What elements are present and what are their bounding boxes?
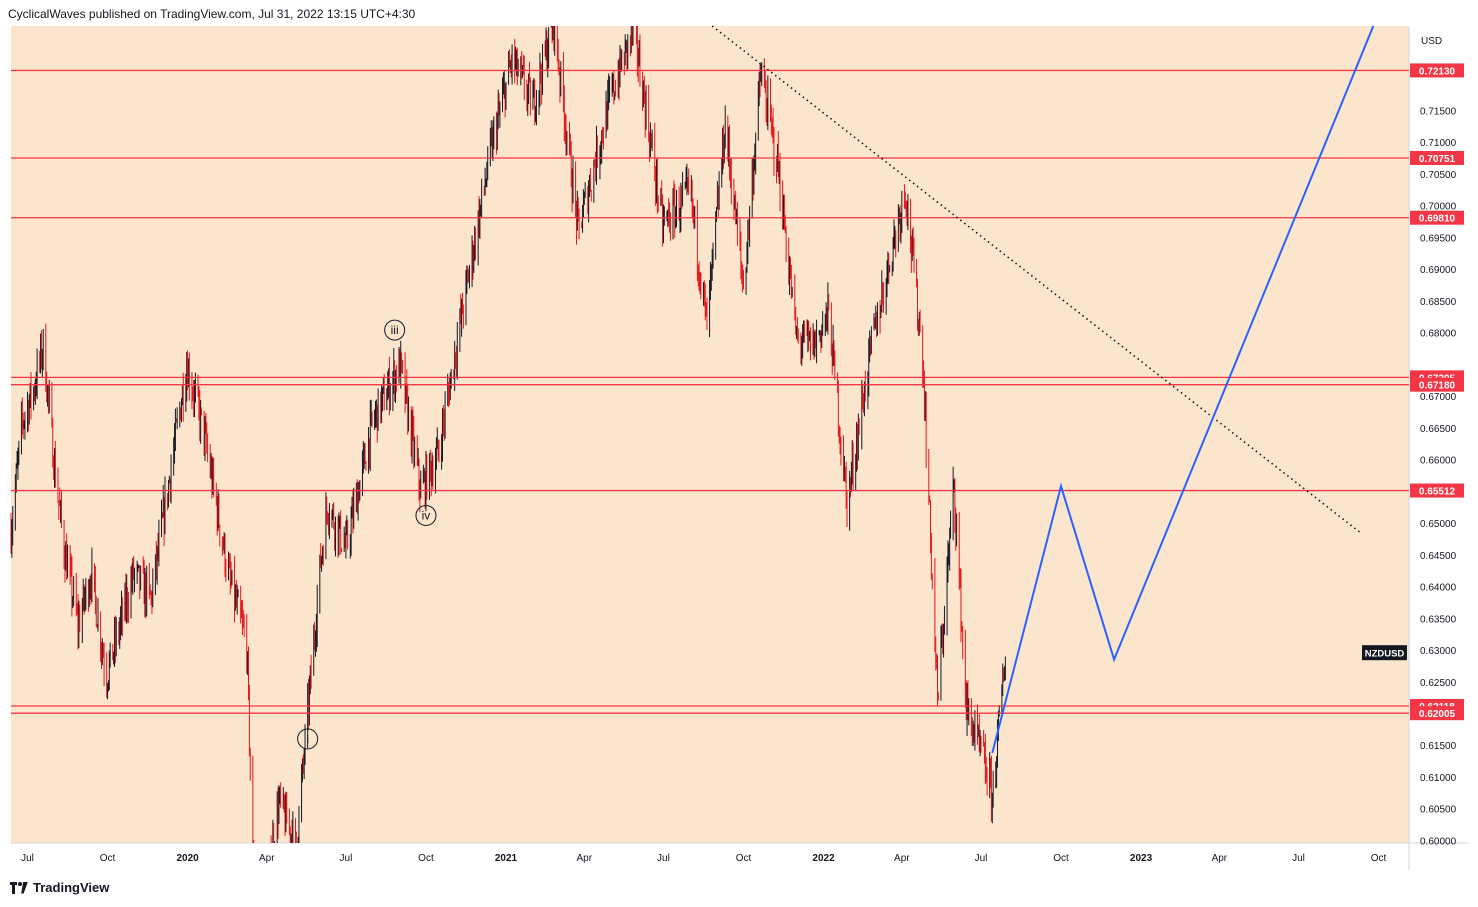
- time-tick-label: Jul: [21, 853, 34, 864]
- time-tick-label: 2023: [1130, 853, 1153, 864]
- time-tick-label: Apr: [259, 853, 275, 864]
- time-tick-label: Apr: [577, 853, 593, 864]
- time-tick-label: Oct: [1053, 853, 1069, 864]
- price-tick-label: 0.66000: [1420, 456, 1457, 467]
- wave-label-circle: [415, 504, 437, 526]
- level-label-box: [1410, 210, 1464, 225]
- projection-layer: [991, 25, 1375, 754]
- level-label-box: [1410, 377, 1464, 392]
- level-label-box: [1410, 706, 1464, 721]
- symbol-tag-box: [1362, 645, 1407, 661]
- projection-path: [991, 25, 1375, 754]
- price-tick-label: 0.63000: [1420, 646, 1457, 657]
- time-tick-label: Oct: [736, 853, 752, 864]
- tradingview-logo-icon: [10, 881, 28, 894]
- level-price-labels: 0.721300.707510.698100.672950.671800.655…: [1410, 63, 1464, 721]
- level-label: 0.65512: [1419, 487, 1456, 498]
- candles-layer: [10, 26, 1006, 843]
- wave-label-circle: [297, 728, 319, 750]
- time-tick-label: Apr: [1212, 853, 1228, 864]
- level-label: 0.62005: [1419, 709, 1456, 720]
- time-tick-label: Jul: [1292, 853, 1305, 864]
- price-tick-label: 0.66500: [1420, 424, 1457, 435]
- price-tick-label: 0.61000: [1420, 773, 1457, 784]
- time-tick-label: Oct: [100, 853, 116, 864]
- symbol-tag: NZDUSD: [1362, 645, 1407, 661]
- time-tick-label: Jul: [340, 853, 353, 864]
- trendline: [711, 25, 1361, 534]
- price-tick-label: 0.68500: [1420, 297, 1457, 308]
- price-tick-label: 0.69500: [1420, 233, 1457, 244]
- wave-label: i: [306, 732, 309, 746]
- price-tick-label: 0.64500: [1420, 551, 1457, 562]
- time-tick-label: Jul: [975, 853, 988, 864]
- time-axis[interactable]: Jul Oct 2020 Apr Jul Oct 2021 Apr Jul Oct 2022 Apr J…: [21, 853, 1386, 864]
- price-tick-label: 0.61500: [1420, 741, 1457, 752]
- price-tick-label: 0.62500: [1420, 678, 1457, 689]
- level-label: 0.70751: [1419, 154, 1456, 165]
- time-axis-background: [11, 843, 1409, 870]
- price-tick-label: 0.65000: [1420, 519, 1457, 530]
- price-axis[interactable]: USD 0.60000 0.60500 0.61000 0.61500 0.62500 0…: [1420, 36, 1457, 847]
- price-tick-label: 0.60000: [1420, 836, 1457, 847]
- time-tick-label: 2021: [495, 853, 518, 864]
- price-tick-label: 0.63500: [1420, 614, 1457, 625]
- wave-label: iv: [422, 508, 431, 522]
- time-tick-label: Oct: [418, 853, 434, 864]
- level-label-box: [1410, 483, 1464, 498]
- price-tick-label: 0.70000: [1420, 202, 1457, 213]
- level-label-box: [1410, 63, 1464, 78]
- price-tick-label: 0.71000: [1420, 138, 1457, 149]
- price-tick-label: 0.70500: [1420, 170, 1457, 181]
- horizontal-levels-layer: [11, 69, 1409, 714]
- level-label: 0.72130: [1419, 66, 1456, 77]
- time-tick-label: Oct: [1371, 853, 1387, 864]
- publisher-header: CyclicalWaves published on TradingView.c…: [8, 7, 416, 21]
- price-tick-label: 0.68000: [1420, 329, 1457, 340]
- price-tick-label: 0.60500: [1420, 805, 1457, 816]
- footer-brand: TradingView: [10, 880, 109, 895]
- level-label-box: [1410, 150, 1464, 165]
- wave-label: iii: [391, 323, 399, 337]
- currency-label: USD: [1421, 36, 1442, 47]
- level-label: 0.69810: [1419, 214, 1456, 225]
- price-tick-label: 0.64000: [1420, 583, 1457, 594]
- plot-background: [11, 26, 1409, 843]
- brand-name: TradingView: [33, 880, 110, 895]
- time-tick-label: 2020: [176, 853, 199, 864]
- price-tick-label: 0.67000: [1420, 392, 1457, 403]
- time-tick-label: Jul: [657, 853, 670, 864]
- price-tick-label: 0.69000: [1420, 265, 1457, 276]
- time-tick-label: Apr: [894, 853, 910, 864]
- trendline-layer: [711, 25, 1361, 534]
- wave-label-circle: [384, 319, 406, 341]
- price-tick-label: 0.71500: [1420, 106, 1457, 117]
- time-tick-label: 2022: [812, 853, 835, 864]
- price-axis-background: [1409, 26, 1468, 870]
- level-label: 0.67180: [1419, 381, 1456, 392]
- symbol-tag-label: NZDUSD: [1365, 649, 1405, 660]
